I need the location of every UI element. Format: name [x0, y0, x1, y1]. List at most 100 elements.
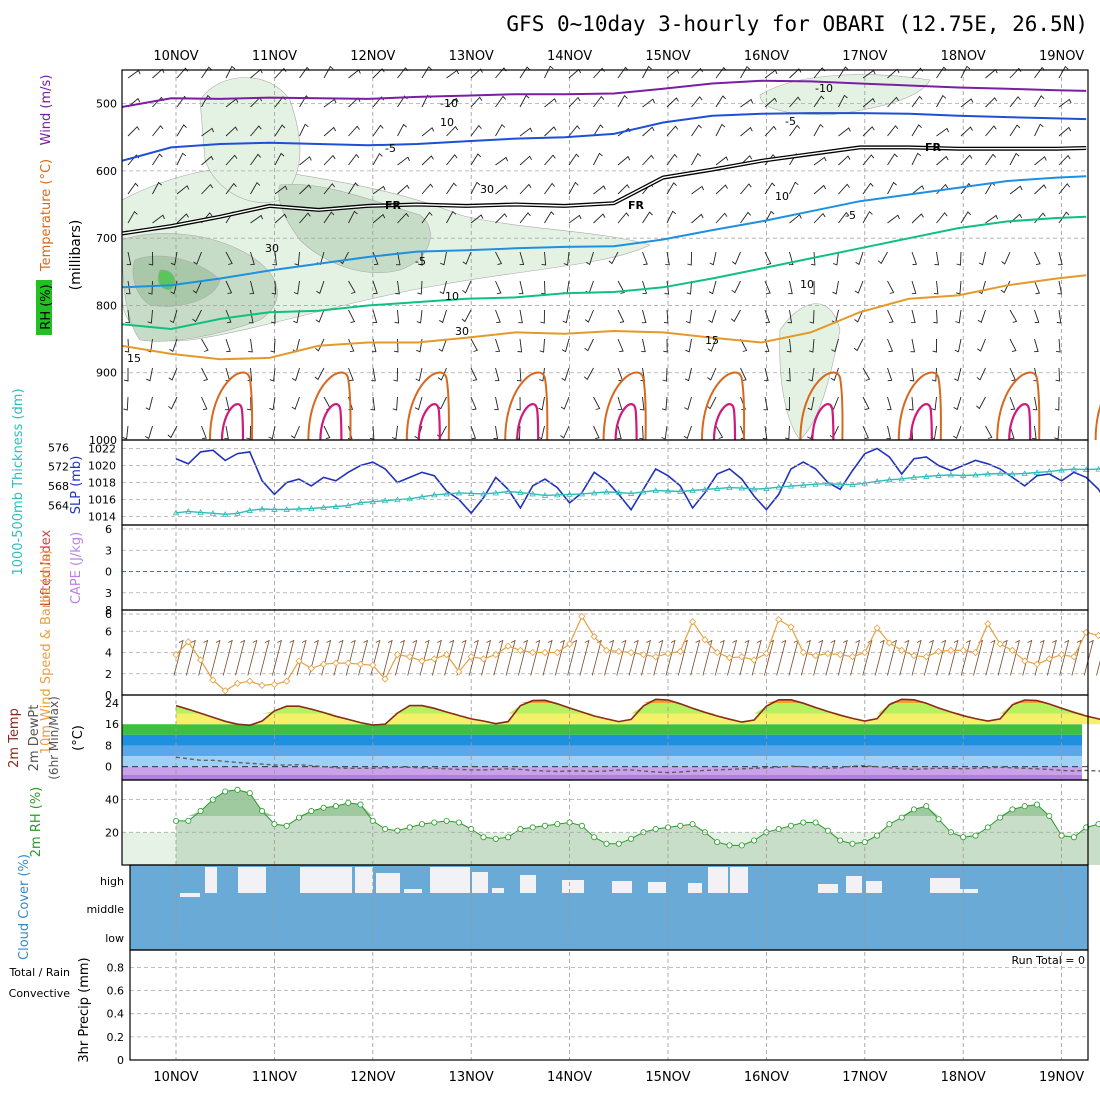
wind-barb	[740, 396, 747, 411]
wind-barb	[617, 66, 629, 79]
rh-marker	[554, 821, 561, 828]
thickness-marker	[603, 488, 610, 495]
wind-barb	[953, 425, 962, 439]
wind-barb	[439, 280, 447, 295]
wind-barb	[813, 123, 824, 137]
bl-loop-orange-8	[996, 371, 1041, 441]
wind-barb	[323, 98, 337, 108]
wind-barb	[323, 183, 336, 195]
wind-barb	[715, 123, 726, 137]
wind-tick-2: 4	[105, 647, 112, 660]
wind-barb	[568, 125, 581, 137]
surface-barb	[985, 639, 996, 676]
thickness-marker	[996, 470, 1004, 476]
wind-barb	[786, 338, 792, 353]
wind-barb	[887, 367, 893, 382]
rh-marker	[259, 808, 266, 815]
contour-label-0: -10	[440, 97, 458, 110]
rh-marker	[677, 822, 684, 829]
date-bottom-8: 18NOV	[941, 1070, 986, 1085]
thickness-marker	[172, 509, 180, 516]
rh-marker	[984, 824, 991, 831]
surface-barb	[505, 639, 516, 676]
wind-barb	[1001, 251, 1011, 265]
wind-barb	[813, 156, 827, 166]
thickness-marker	[1046, 468, 1053, 474]
contour-label-5: FR	[628, 199, 645, 212]
wind-marker	[455, 668, 463, 676]
wind-barb	[391, 425, 398, 440]
wind-barb	[784, 425, 790, 440]
temp-area-warmer	[176, 699, 1100, 714]
wind-barb	[516, 396, 521, 411]
wind-barb	[642, 154, 654, 166]
contour-label-3: -5	[785, 115, 796, 128]
wind-barb	[810, 251, 816, 266]
rh-marker	[1095, 821, 1100, 828]
surface-barb	[468, 639, 479, 676]
contour-label-2: -5	[385, 142, 396, 155]
wind-barb	[1034, 309, 1040, 324]
wind-barb	[397, 212, 409, 224]
wind-barb	[494, 396, 499, 411]
wind-barb	[176, 213, 189, 224]
rh-tick-1: 40	[105, 794, 119, 807]
rh-marker	[689, 821, 696, 828]
rh-legend-swatch	[36, 280, 52, 335]
slp-tick-3: 1020	[88, 460, 116, 473]
cloud-gap-6	[404, 889, 422, 893]
wind-barb	[169, 309, 178, 324]
wind-barb	[372, 213, 386, 224]
wind-barb	[270, 310, 276, 324]
rh-marker	[591, 834, 598, 841]
wind-barb	[225, 126, 238, 137]
rh-area	[176, 789, 1100, 865]
wind-barb	[1055, 367, 1060, 382]
surface-barb	[1059, 639, 1070, 676]
wind-marker	[430, 655, 438, 663]
precip-tick-1: 0.2	[107, 1031, 125, 1044]
wind-barb	[127, 126, 140, 137]
surface-barb	[1022, 639, 1033, 676]
wind-barb	[470, 68, 483, 79]
wind-barb	[270, 338, 276, 353]
cloud-level-0: high	[100, 875, 124, 888]
contour-label-14: 30	[480, 183, 494, 196]
thickness-marker	[898, 475, 905, 482]
wind-barb	[707, 338, 717, 352]
wind-barbs	[122, 65, 1072, 440]
wind-barb	[715, 425, 724, 439]
wind-barb	[293, 309, 300, 324]
wind-barb	[568, 181, 579, 195]
isotherm-inner-2	[121, 146, 1087, 235]
wind-barb	[152, 181, 162, 195]
wind-barb	[953, 396, 962, 411]
surface-barb	[370, 639, 381, 676]
wind-barb	[985, 425, 993, 439]
wind-barb	[123, 396, 129, 411]
wind-barb	[1034, 280, 1041, 295]
wind-barb	[666, 97, 679, 108]
date-bottom-7: 17NOV	[842, 1070, 887, 1085]
wind-barb	[960, 98, 974, 108]
slp-ylabel-thick: 1000-500mb Thickness (dm)	[11, 388, 26, 575]
wind-barb	[691, 213, 704, 224]
cloud-gap-4	[355, 867, 373, 871]
wind-marker	[332, 659, 340, 667]
wind-barb	[854, 280, 864, 294]
surface-barb	[899, 639, 910, 676]
wind-marker	[922, 653, 930, 661]
rh-marker	[972, 832, 979, 839]
wind-barb	[977, 309, 986, 323]
thickness-marker	[627, 490, 635, 496]
wind-barb	[808, 367, 815, 382]
thickness-marker	[677, 488, 684, 494]
wind-barb	[740, 98, 754, 108]
wind-barb	[617, 338, 624, 353]
wind-barb	[495, 213, 508, 224]
wind-barb	[274, 185, 288, 195]
wind-barb	[730, 309, 741, 323]
wind-barb	[691, 152, 702, 166]
wind-barb	[985, 153, 997, 166]
wind-barb	[687, 251, 692, 266]
